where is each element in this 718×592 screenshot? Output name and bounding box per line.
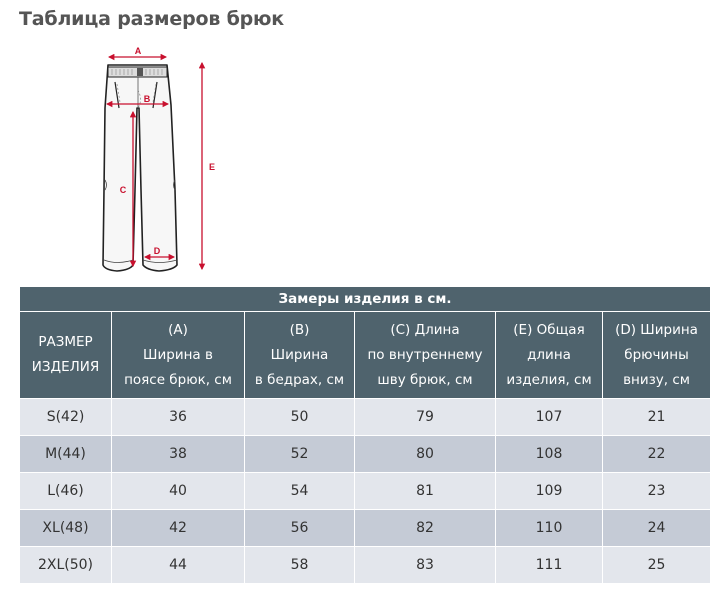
cell-total-length: 108 <box>495 435 603 473</box>
cell-inseam-length: 82 <box>354 509 496 547</box>
label-a: A <box>135 46 142 56</box>
cell-waist-width: 36 <box>111 398 245 436</box>
cell-leg-opening: 23 <box>601 472 712 510</box>
cell-total-length: 109 <box>495 472 603 510</box>
cell-hip-width: 52 <box>244 435 355 473</box>
header-waist-width: (A) Ширина в поясе брюк, см <box>111 311 245 399</box>
cell-size: M(44) <box>19 435 112 473</box>
pants-outline <box>102 64 178 272</box>
header-line: Ширина в <box>143 346 213 363</box>
table-row: S(42) 36 50 79 107 21 <box>19 398 712 436</box>
cell-leg-opening: 25 <box>601 546 712 584</box>
header-line: поясе брюк, см <box>124 371 232 388</box>
pants-diagram: A B C D E <box>95 40 235 280</box>
header-line: (D) Ширина <box>615 321 698 338</box>
table-caption-row: Замеры изделия в см. <box>18 286 712 312</box>
cell-leg-opening: 21 <box>601 398 712 436</box>
header-line: длина <box>527 346 571 363</box>
header-line: в бедрах, см <box>254 371 345 388</box>
header-line: по внутреннему <box>367 346 483 363</box>
table-caption: Замеры изделия в см. <box>18 286 712 312</box>
cell-leg-opening: 24 <box>601 509 712 547</box>
header-hip-width: (B) Ширина в бедрах, см <box>244 311 355 399</box>
header-size: РАЗМЕР ИЗДЕЛИЯ <box>19 311 112 399</box>
cell-size: XL(48) <box>19 509 112 547</box>
header-line: (E) Общая <box>513 321 585 338</box>
label-e: E <box>209 162 215 172</box>
header-line: внизу, см <box>623 371 690 388</box>
cell-total-length: 107 <box>495 398 603 436</box>
label-b: B <box>144 94 151 104</box>
cell-size: L(46) <box>19 472 112 510</box>
table-row: 2XL(50) 44 58 83 111 25 <box>19 546 712 584</box>
cell-waist-width: 44 <box>111 546 245 584</box>
header-inseam-length: (C) Длина по внутреннему шву брюк, см <box>354 311 496 399</box>
cell-total-length: 111 <box>495 546 603 584</box>
header-line: (C) Длина <box>390 321 460 338</box>
header-total-length: (E) Общая длина изделия, см <box>495 311 603 399</box>
page-title: Таблица размеров брюк <box>19 8 285 30</box>
size-table: Замеры изделия в см. РАЗМЕР ИЗДЕЛИЯ (A) Шир… <box>18 286 712 584</box>
header-line: РАЗМЕР <box>38 334 93 350</box>
cell-size: 2XL(50) <box>19 546 112 584</box>
header-leg-opening: (D) Ширина брючины внизу, см <box>601 311 712 399</box>
header-line: (A) <box>168 321 188 338</box>
cell-total-length: 110 <box>495 509 603 547</box>
cell-inseam-length: 80 <box>354 435 496 473</box>
table-body: S(42) 36 50 79 107 21 M(44) 38 52 80 108 22 L(46) 40 5… <box>19 398 712 584</box>
table-row: XL(48) 42 56 82 110 24 <box>19 509 712 547</box>
cell-waist-width: 40 <box>111 472 245 510</box>
table-row: M(44) 38 52 80 108 22 <box>19 435 712 473</box>
cell-size: S(42) <box>19 398 112 436</box>
header-line: брючины <box>624 346 689 363</box>
cell-inseam-length: 83 <box>354 546 496 584</box>
header-line: Ширина <box>270 346 329 363</box>
cell-hip-width: 58 <box>244 546 355 584</box>
table-header-row: РАЗМЕР ИЗДЕЛИЯ (A) Ширина в поясе брюк, см (B… <box>19 311 712 399</box>
header-line: (B) <box>289 321 310 338</box>
header-line: шву брюк, см <box>377 371 473 388</box>
waist-button <box>137 68 143 76</box>
header-line: ИЗДЕЛИЯ <box>31 359 100 375</box>
cell-waist-width: 42 <box>111 509 245 547</box>
cell-inseam-length: 79 <box>354 398 496 436</box>
cell-hip-width: 50 <box>244 398 355 436</box>
table-row: L(46) 40 54 81 109 23 <box>19 472 712 510</box>
cell-inseam-length: 81 <box>354 472 496 510</box>
cell-hip-width: 54 <box>244 472 355 510</box>
cell-hip-width: 56 <box>244 509 355 547</box>
cell-leg-opening: 22 <box>601 435 712 473</box>
header-line: изделия, см <box>506 371 592 388</box>
pants-illustration: A B C D E <box>102 46 215 272</box>
cell-waist-width: 38 <box>111 435 245 473</box>
label-d: D <box>154 246 161 256</box>
label-c: C <box>120 185 127 195</box>
